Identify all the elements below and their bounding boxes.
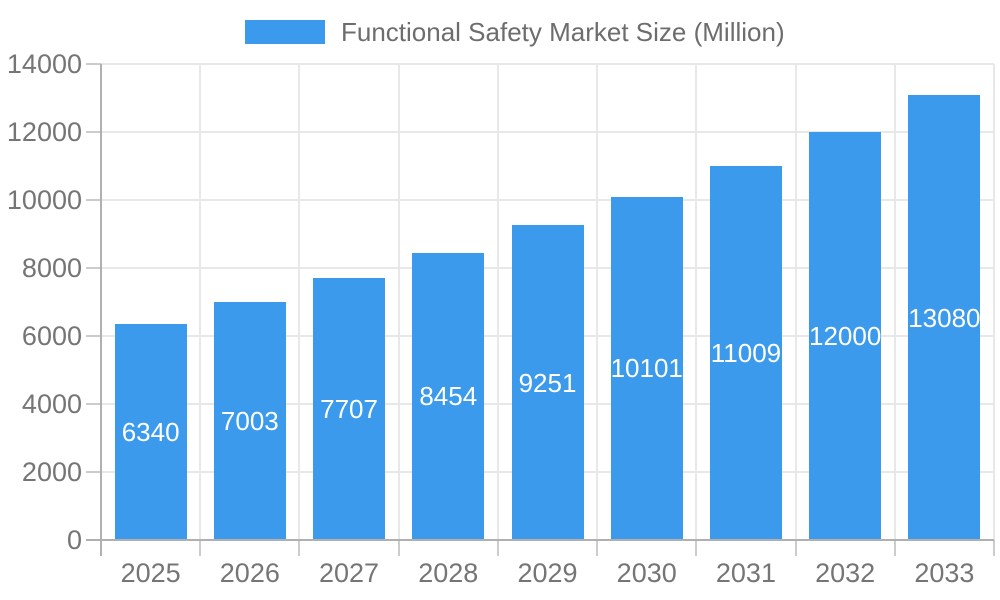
bar-value-label: 12000 — [809, 321, 882, 351]
gridline-vertical — [993, 64, 995, 540]
bar[interactable] — [511, 225, 584, 540]
x-axis-tick — [794, 540, 797, 556]
gridline-vertical — [596, 64, 599, 540]
x-axis-tick — [199, 540, 202, 556]
x-axis-tick — [496, 540, 499, 556]
gridline-horizontal — [101, 199, 994, 201]
y-axis-tick — [86, 267, 101, 269]
x-axis-tick-label: 2025 — [120, 558, 181, 588]
x-axis-tick — [397, 540, 400, 556]
x-axis-tick-label: 2028 — [418, 558, 479, 588]
gridline-vertical — [298, 64, 301, 540]
bar[interactable] — [114, 324, 187, 540]
y-axis-tick-label: 14000 — [6, 49, 82, 79]
gridline-vertical — [397, 64, 400, 540]
gridline-vertical — [695, 64, 698, 540]
y-axis-tick-label: 4000 — [21, 389, 82, 419]
y-axis-tick-label: 10000 — [6, 185, 82, 215]
bar-value-label: 7003 — [220, 405, 279, 436]
x-axis-tick — [695, 540, 698, 556]
bar[interactable] — [908, 95, 981, 540]
bar[interactable] — [610, 196, 683, 540]
y-axis-line — [100, 64, 102, 556]
x-axis-tick-label: 2032 — [815, 558, 876, 588]
y-axis-tick-label: 12000 — [6, 117, 82, 147]
bar-value-label: 8454 — [419, 381, 478, 412]
y-axis-tick — [86, 199, 101, 201]
x-axis-tick — [596, 540, 599, 556]
y-axis-tick-label: 8000 — [21, 253, 82, 283]
bar[interactable] — [313, 277, 386, 540]
y-axis-tick — [86, 335, 101, 337]
bar[interactable] — [412, 252, 485, 540]
bar-value-label: 6340 — [121, 417, 180, 448]
bar-value-label: 10101 — [610, 353, 683, 384]
y-axis-tick — [86, 63, 101, 65]
gridline-vertical — [893, 64, 896, 540]
x-axis-tick-label: 2031 — [715, 558, 776, 588]
gridline-vertical — [199, 64, 202, 540]
bar-value-label: 13080 — [908, 302, 981, 333]
bar-value-label: 9251 — [518, 367, 577, 398]
bar-value-label: 7707 — [320, 393, 378, 424]
x-axis-tick-label: 2033 — [914, 558, 975, 588]
gridline-vertical — [496, 64, 499, 540]
gridline-vertical — [794, 64, 797, 540]
y-axis-tick-label: 6000 — [21, 321, 82, 351]
y-axis-tick-label: 2000 — [21, 457, 82, 487]
x-axis-tick-label: 2030 — [616, 558, 677, 588]
y-axis-tick-label: 0 — [66, 525, 82, 555]
gridline-horizontal — [101, 63, 994, 65]
x-axis-tick — [893, 540, 896, 556]
y-axis-tick — [86, 403, 101, 405]
bar-value-label: 11009 — [710, 337, 782, 368]
legend-label: Functional Safety Market Size (Million) — [341, 17, 785, 47]
bar[interactable] — [213, 301, 286, 540]
legend-swatch — [245, 20, 325, 44]
bar[interactable] — [709, 165, 782, 540]
x-axis-tick-label: 2029 — [517, 558, 578, 588]
gridline-horizontal — [101, 131, 994, 133]
x-axis-tick — [993, 540, 995, 556]
bar[interactable] — [809, 132, 882, 540]
x-axis-tick-label: 2027 — [319, 558, 380, 588]
y-axis-tick — [86, 131, 101, 133]
x-axis-tick-label: 2026 — [219, 558, 280, 588]
x-axis-line — [86, 539, 994, 541]
x-axis-tick — [298, 540, 301, 556]
y-axis-tick — [86, 471, 101, 473]
legend-item[interactable]: Functional Safety Market Size (Million) — [245, 16, 785, 48]
